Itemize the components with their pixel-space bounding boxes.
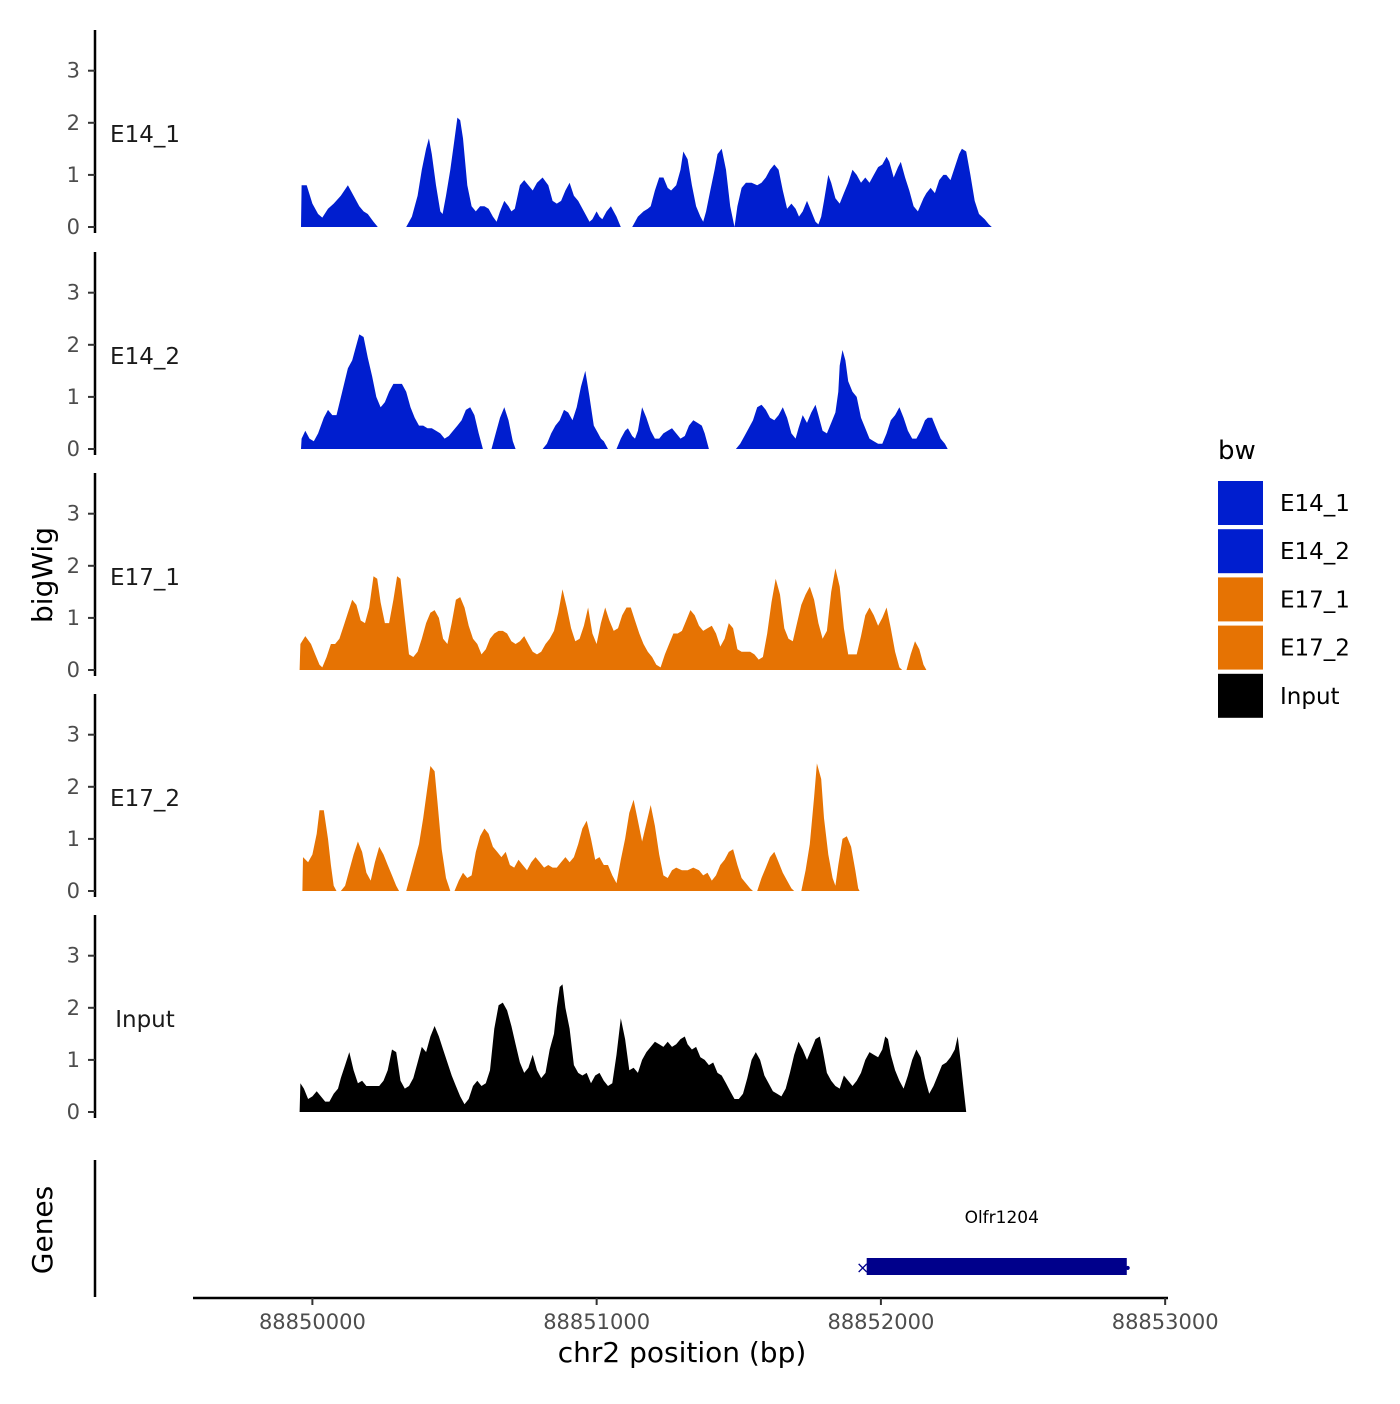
- y-tick-label: 2: [67, 333, 80, 357]
- legend-swatch: [1218, 529, 1263, 574]
- legend-label: E14_1: [1280, 491, 1350, 517]
- coverage-area-e14-2: [301, 334, 950, 449]
- y-tick-label: 2: [67, 111, 80, 135]
- y-tick-label: 3: [67, 944, 80, 968]
- genes-axis-title: Genes: [26, 1186, 59, 1274]
- legend-label: Input: [1280, 684, 1340, 710]
- y-tick-label: 1: [67, 1048, 80, 1072]
- tracks-layer: 0 1 2 3 E14_1 0 1 2 3 E14_2 0 1 2 3 E17_1 0 1 2 3 E17_2 0 1 2 3…: [67, 30, 992, 1124]
- track-input: 0 1 2 3 Input: [67, 915, 967, 1124]
- legend-swatch: [1218, 673, 1263, 718]
- track-label: E17_2: [110, 786, 180, 812]
- coverage-area-e17-2: [302, 763, 860, 891]
- track-label: E17_1: [110, 565, 180, 591]
- legend-label: E14_2: [1280, 539, 1350, 565]
- x-tick-label: 88852000: [827, 1310, 934, 1334]
- y-tick-label: 0: [67, 879, 80, 903]
- coverage-area-input: [299, 984, 967, 1112]
- gene-label: Olfr1204: [965, 1208, 1039, 1228]
- coverage-area-e17-1: [299, 568, 930, 670]
- legend: bw E14_1 E14_2 E17_1 E17_2 Input: [1218, 436, 1350, 718]
- y-tick-label: 1: [67, 827, 80, 851]
- track-e14-2: 0 1 2 3 E14_2: [67, 252, 950, 461]
- x-axis: 88850000 88851000 88852000 88853000: [193, 1296, 1219, 1334]
- y-tick-label: 0: [67, 437, 80, 461]
- legend-title: bw: [1218, 436, 1256, 466]
- x-tick-label: 88850000: [259, 1310, 366, 1334]
- y-tick-label: 2: [67, 775, 80, 799]
- gene-body: [866, 1258, 1127, 1275]
- track-e17-2: 0 1 2 3 E17_2: [67, 694, 860, 903]
- track-e14-1: 0 1 2 3 E14_1: [67, 30, 992, 239]
- y-tick-label: 1: [67, 385, 80, 409]
- gene-strand-marker: •: [1124, 1261, 1132, 1277]
- x-tick-label: 88853000: [1112, 1310, 1219, 1334]
- legend-swatch: [1218, 577, 1263, 622]
- y-tick-label: 2: [67, 554, 80, 578]
- y-axis-title: bigWig: [26, 527, 59, 623]
- y-tick-label: 3: [67, 723, 80, 747]
- legend-label: E17_2: [1280, 636, 1350, 662]
- y-tick-label: 3: [67, 281, 80, 305]
- track-label: Input: [115, 1007, 175, 1033]
- x-axis-title: chr2 position (bp): [558, 1336, 807, 1369]
- track-e17-1: 0 1 2 3 E17_1: [67, 473, 930, 682]
- legend-label: E17_1: [1280, 587, 1350, 613]
- coverage-area-e14-1: [301, 117, 992, 227]
- track-label: E14_1: [110, 122, 180, 148]
- y-tick-label: 1: [67, 163, 80, 187]
- x-tick-label: 88851000: [543, 1310, 650, 1334]
- gene-strand-marker: ×: [856, 1258, 869, 1277]
- legend-swatch: [1218, 481, 1263, 525]
- y-tick-label: 3: [67, 59, 80, 83]
- y-tick-label: 3: [67, 502, 80, 526]
- genes-panel: Olfr1204 × •: [93, 1160, 1132, 1297]
- y-tick-label: 2: [67, 996, 80, 1020]
- legend-swatch: [1218, 625, 1263, 670]
- y-tick-label: 0: [67, 215, 80, 239]
- y-tick-label: 0: [67, 1100, 80, 1124]
- y-tick-label: 0: [67, 658, 80, 682]
- y-tick-label: 1: [67, 606, 80, 630]
- track-label: E14_2: [110, 344, 180, 370]
